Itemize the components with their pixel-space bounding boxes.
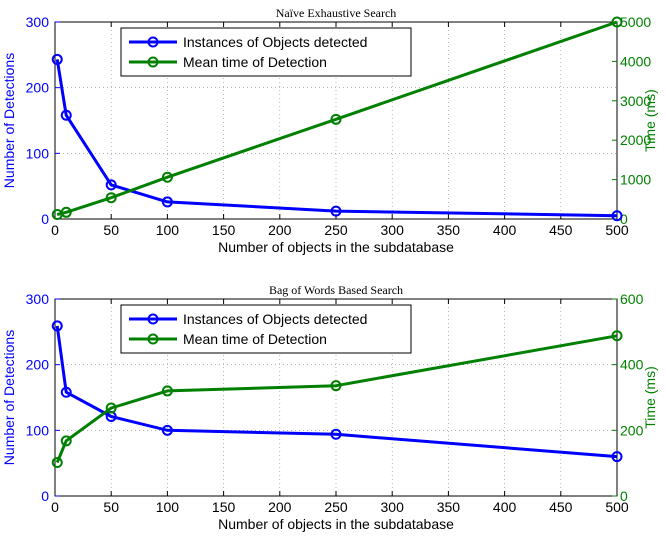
- y2-tick-label: 4000: [620, 53, 651, 69]
- x-tick-label: 400: [493, 222, 517, 238]
- x-tick-label: 350: [437, 499, 461, 515]
- x-tick-label: 150: [212, 499, 236, 515]
- x-tick-label: 0: [51, 222, 59, 238]
- legend-label: Instances of Objects detected: [183, 34, 367, 50]
- y2-tick-label: 1000: [620, 172, 651, 188]
- y-tick-label: 200: [26, 80, 50, 96]
- legend: Instances of Objects detected Mean time o…: [121, 305, 411, 353]
- chart-title: Bag of Words Based Search: [269, 283, 403, 297]
- legend: Instances of Objects detected Mean time o…: [121, 28, 411, 76]
- chart-panel-2: 0 50 100 150 200 250 300 350 400 450 5000100200300…: [1, 283, 658, 532]
- x-tick-label: 300: [381, 499, 405, 515]
- y-axis-label: Number of Detections: [1, 53, 17, 188]
- legend-label: Mean time of Detection: [183, 331, 327, 347]
- y-tick-label: 100: [26, 422, 50, 438]
- x-tick-label: 250: [324, 222, 348, 238]
- legend-label: Instances of Objects detected: [183, 311, 367, 327]
- x-tick-label: 350: [437, 222, 461, 238]
- y-tick-label: 0: [41, 488, 49, 504]
- chart-title: Naïve Exhaustive Search: [276, 6, 397, 20]
- x-axis-label: Number of objects in the subdatabase: [218, 239, 454, 255]
- x-tick-label: 150: [212, 222, 236, 238]
- y2-axis-label: Time (ms): [642, 366, 658, 428]
- y2-tick-label: 0: [620, 488, 628, 504]
- y2-tick-label: 600: [620, 291, 644, 307]
- x-tick-label: 450: [549, 499, 573, 515]
- y-axis-label: Number of Detections: [1, 330, 17, 465]
- x-tick-label: 250: [324, 499, 348, 515]
- y2-tick-label: 5000: [620, 14, 651, 30]
- x-tick-label: 200: [268, 222, 292, 238]
- y2-axis-label: Time (ms): [642, 89, 658, 151]
- x-tick-label: 50: [103, 499, 119, 515]
- y-tick-label: 300: [26, 14, 50, 30]
- legend-label: Mean time of Detection: [183, 54, 327, 70]
- x-axis-label: Number of objects in the subdatabase: [218, 516, 454, 532]
- x-tick-label: 400: [493, 499, 517, 515]
- y-tick-label: 200: [26, 357, 50, 373]
- x-tick-label: 50: [103, 222, 119, 238]
- y2-tick-label: 400: [620, 357, 644, 373]
- x-tick-label: 450: [549, 222, 573, 238]
- y-tick-label: 0: [41, 211, 49, 227]
- chart-panel-1: 0 50 100 150 200 250 300 350 400 450 5000 100 200 300…: [1, 6, 658, 255]
- x-tick-label: 0: [51, 499, 59, 515]
- y-tick-label: 100: [26, 145, 50, 161]
- y2-tick-label: 200: [620, 422, 644, 438]
- x-tick-label: 100: [156, 222, 180, 238]
- x-tick-label: 200: [268, 499, 292, 515]
- x-tick-label: 100: [156, 499, 180, 515]
- y-tick-label: 300: [26, 291, 50, 307]
- x-tick-label: 300: [381, 222, 405, 238]
